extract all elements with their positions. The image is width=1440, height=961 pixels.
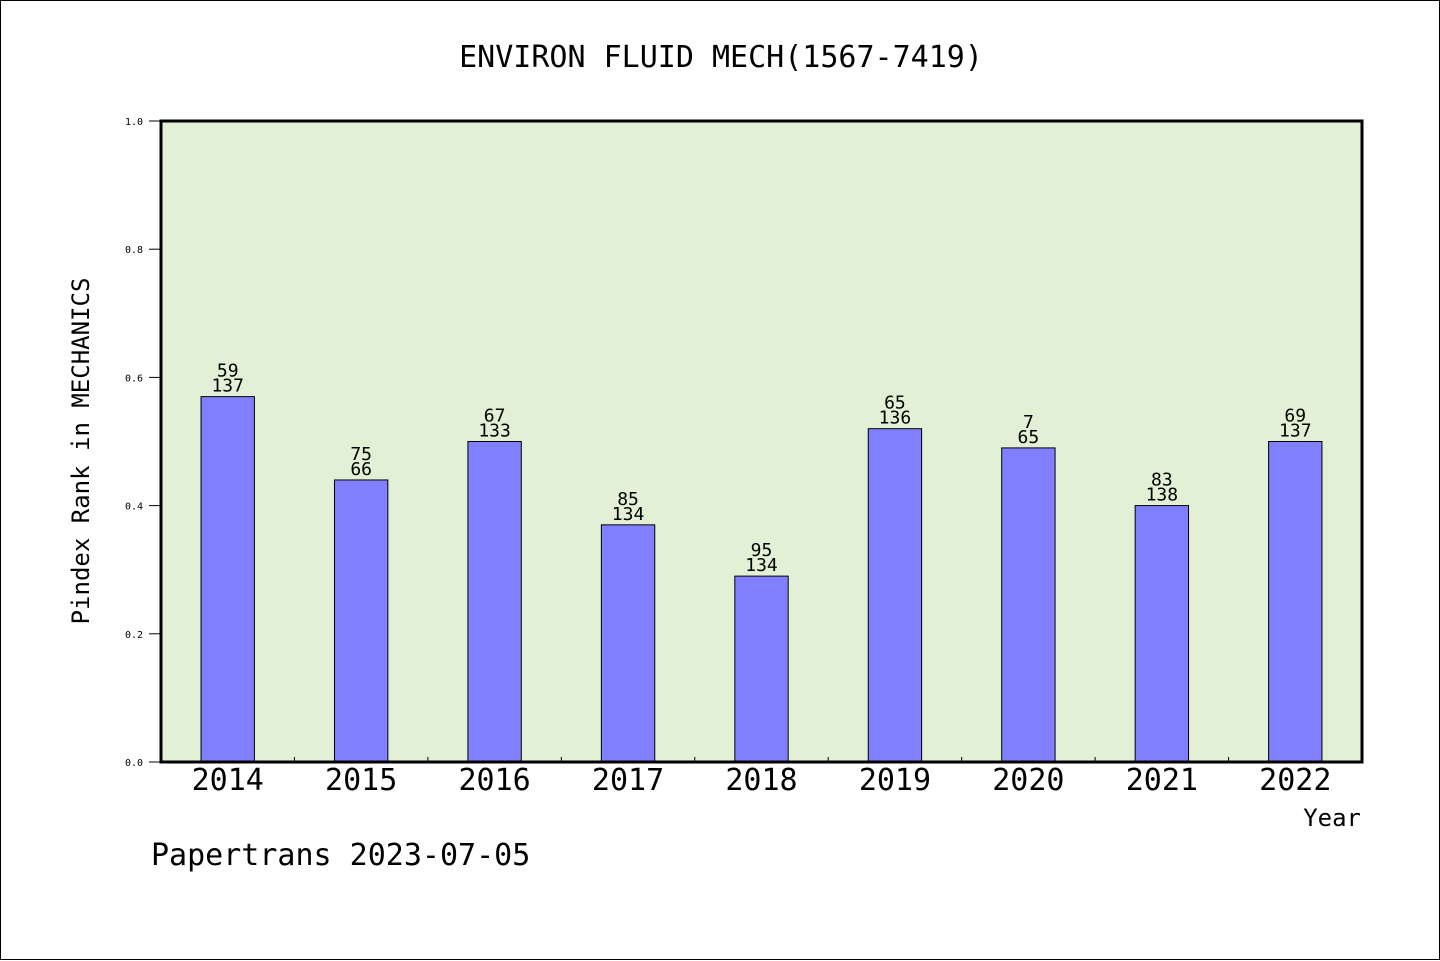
bar-label-top: 59 [217,361,239,382]
bar-label-bottom: 134 [745,555,778,576]
x-tick-label: 2014 [192,763,264,798]
bar-label-top: 75 [350,444,372,465]
y-tick-label: 0.0 [125,758,143,769]
bar-label-bottom: 134 [612,504,645,525]
y-axis-label: Pindex Rank in MECHANICS [67,278,95,625]
chart-title: ENVIRON FLUID MECH(1567-7419) [459,40,983,75]
bar [467,441,522,763]
bar [734,575,789,763]
footer-watermark: Papertrans 2023-07-05 [151,838,530,873]
bar-label-top: 65 [884,393,906,414]
bar-label-top: 83 [1151,470,1173,491]
y-tick-label: 1.0 [125,117,143,128]
bar-label-top: 95 [751,540,773,561]
y-tick-label: 0.6 [125,373,143,384]
bar-label-bottom: 66 [350,459,372,480]
x-tick-label: 2018 [725,763,797,798]
bar [600,524,656,763]
plot-frame [159,119,1364,764]
bar-label-bottom: 136 [879,408,912,429]
x-axis: 2014 2015 2016 2017 2018 2019 2020 2021 2022 [192,757,1331,798]
bar-label-bottom: 138 [1146,485,1179,506]
bar [1134,505,1190,763]
bar-label-bottom: 137 [1279,421,1312,442]
x-tick-label: 2016 [458,763,530,798]
bar-label-bottom: 133 [478,421,511,442]
bar [1001,447,1056,763]
bar-label-bottom: 137 [211,376,244,397]
bar [200,396,255,763]
x-tick-label: 2020 [992,763,1064,798]
bar-label-top: 69 [1284,406,1306,427]
y-axis: 0.0 0.2 0.4 0.6 0.8 1.0 [125,117,161,769]
x-tick-label: 2019 [859,763,931,798]
bar [867,428,923,763]
y-tick-label: 0.8 [125,245,143,256]
bar-label-top: 67 [484,406,506,427]
bar-label-top: 7 [1023,412,1034,433]
bar-label-bottom: 65 [1018,427,1040,448]
x-axis-label: Year [1303,804,1361,832]
bar-label-top: 85 [617,489,639,510]
bar [333,479,389,763]
y-tick-label: 0.4 [125,502,143,513]
x-tick-label: 2017 [592,763,664,798]
x-tick-label: 2021 [1126,763,1198,798]
x-tick-label: 2015 [325,763,397,798]
x-tick-label: 2022 [1259,763,1331,798]
y-tick-label: 0.2 [125,630,143,641]
bar [1268,441,1323,763]
